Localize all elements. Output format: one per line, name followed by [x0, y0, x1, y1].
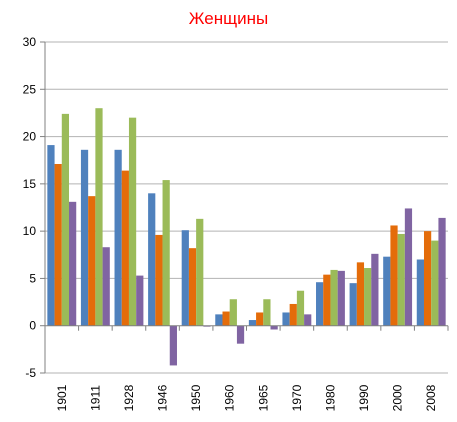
bar — [316, 282, 324, 326]
chart-title: Женщины — [188, 9, 269, 28]
bar — [136, 275, 144, 326]
bar — [282, 312, 290, 326]
bar — [390, 225, 398, 326]
bar — [95, 108, 103, 326]
bar — [248, 320, 257, 326]
y-tick-label: 30 — [23, 35, 37, 49]
bar — [263, 299, 271, 326]
bar — [337, 270, 345, 326]
x-tick-label: 1911 — [88, 385, 102, 411]
x-tick-label: 1960 — [223, 384, 237, 411]
y-tick-label: 0 — [29, 319, 36, 333]
bar — [215, 314, 223, 326]
bar — [256, 312, 264, 326]
bar — [296, 290, 305, 326]
bar — [438, 217, 446, 326]
bar — [356, 262, 365, 326]
y-tick-label: 25 — [23, 82, 37, 96]
bar — [330, 269, 338, 326]
bar — [155, 234, 163, 326]
bar — [80, 149, 89, 326]
bar — [162, 180, 170, 326]
x-tick-label: 1928 — [122, 384, 136, 411]
bar — [181, 230, 189, 326]
x-tick-label: 1980 — [323, 384, 337, 411]
bar — [229, 299, 237, 326]
bar — [431, 240, 439, 326]
bar — [188, 248, 197, 326]
bar — [222, 311, 230, 326]
bar — [169, 325, 177, 366]
bar — [364, 268, 372, 326]
bar — [102, 247, 110, 326]
y-tick-label: 15 — [23, 177, 37, 191]
y-tick-label: -5 — [25, 366, 36, 380]
bar — [289, 303, 297, 326]
y-tick-label: 20 — [23, 130, 37, 144]
bar — [121, 170, 129, 326]
bar — [416, 259, 424, 326]
x-tick-label: 1965 — [256, 384, 270, 411]
bar — [371, 253, 379, 326]
bar — [114, 149, 122, 326]
y-tick-label: 5 — [29, 271, 36, 285]
bar — [236, 325, 245, 344]
bar — [270, 325, 278, 330]
bar — [88, 196, 96, 326]
bar — [423, 231, 432, 326]
bar — [349, 283, 357, 326]
y-tick-label: 10 — [23, 224, 37, 238]
bar — [397, 233, 405, 326]
bar — [323, 274, 331, 326]
bar — [304, 314, 312, 326]
bar — [47, 145, 55, 326]
x-tick-label: 1950 — [189, 384, 203, 411]
x-tick-label: 2000 — [391, 384, 405, 411]
bar — [128, 117, 137, 326]
bar — [196, 218, 204, 326]
x-tick-label: 1970 — [290, 384, 304, 411]
bar — [61, 113, 70, 326]
bar — [148, 193, 156, 326]
x-tick-label: 1990 — [357, 384, 371, 411]
bar — [383, 256, 391, 326]
bar — [404, 208, 413, 326]
x-tick-label: 1901 — [55, 384, 69, 411]
bar — [54, 163, 62, 326]
x-tick-label: 2008 — [424, 384, 438, 411]
bar — [69, 201, 77, 326]
x-tick-label: 1946 — [156, 384, 170, 411]
